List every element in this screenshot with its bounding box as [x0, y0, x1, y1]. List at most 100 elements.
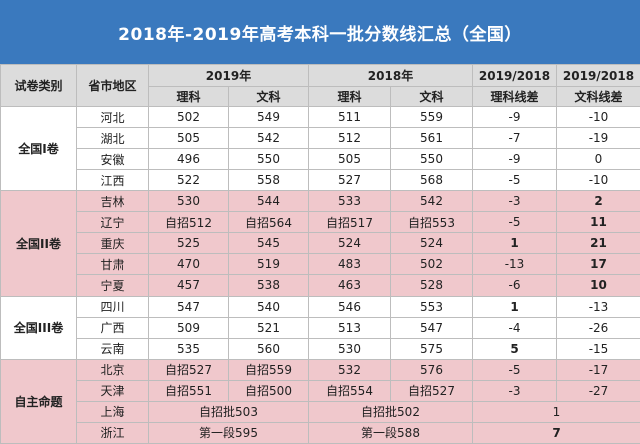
score-cell: 527	[308, 169, 391, 192]
score-cell: 自招517	[308, 211, 391, 234]
score-cell: 自招527	[148, 358, 229, 381]
table-row: 浙江 第一段595 第一段588 7	[1, 421, 640, 444]
page-title: 2018年-2019年高考本科一批分数线汇总（全国）	[0, 0, 640, 64]
group-label: 全国II卷	[0, 190, 77, 297]
score-cell: 545	[228, 232, 309, 255]
table-row: 全国II卷 吉林 530 544 533 542 -3 2	[0, 190, 640, 297]
diff-cell: 1	[472, 232, 557, 255]
score-cell: 457	[148, 274, 229, 297]
table-row: 甘肃 470 519 483 502 -13 17	[1, 253, 640, 276]
region-cell: 湖北	[76, 127, 149, 150]
score-cell: 524	[390, 232, 473, 255]
score-cell: 509	[148, 316, 229, 339]
diff-cell: -10	[556, 106, 640, 129]
diff-cell: -10	[556, 169, 640, 192]
score-cell: 547	[390, 316, 473, 339]
score-cell: 540	[228, 295, 309, 318]
table-row: 天津 自招551 自招500 自招554 自招527 -3 -27	[1, 379, 640, 402]
score-cell: 463	[308, 274, 391, 297]
diff-cell: -26	[556, 316, 640, 339]
header-2018: 2018年	[308, 63, 473, 88]
header-art-diff: 文科线差	[556, 86, 640, 108]
diff-cell: 5	[472, 337, 557, 360]
score-cell: 558	[228, 169, 309, 192]
score-cell: 512	[308, 127, 391, 150]
score-cell: 546	[308, 295, 391, 318]
diff-cell: -13	[556, 295, 640, 318]
score-cell: 496	[148, 148, 229, 171]
group-label: 全国I卷	[0, 106, 77, 192]
region-cell: 广西	[76, 316, 149, 339]
diff-cell: -3	[472, 379, 557, 402]
header-diff-art: 2019/2018	[556, 63, 640, 88]
table-row: 辽宁 自招512 自招564 自招517 自招553 -5 11	[1, 211, 640, 234]
diff-cell: 21	[556, 232, 640, 255]
diff-cell: -5	[472, 211, 557, 234]
score-table: 试卷类别 省市地区 2019年 2018年 2019/2018 2019/201…	[0, 63, 640, 444]
header-region: 省市地区	[76, 63, 149, 108]
diff-cell: -4	[472, 316, 557, 339]
score-cell: 550	[390, 148, 473, 171]
table-row: 全国III卷 四川 547 540 546 553 1 -13	[0, 295, 640, 360]
table-row: 重庆 525 545 524 524 1 21	[1, 232, 640, 255]
region-cell: 甘肃	[76, 253, 149, 276]
score-cell: 自招512	[148, 211, 229, 234]
diff-cell: -9	[472, 148, 557, 171]
score-cell: 547	[148, 295, 229, 318]
score-cell: 533	[308, 190, 391, 213]
diff-cell: -19	[556, 127, 640, 150]
score-cell: 542	[390, 190, 473, 213]
score-cell: 538	[228, 274, 309, 297]
region-cell: 浙江	[76, 421, 149, 444]
group-label: 自主命题	[0, 358, 77, 444]
region-cell: 吉林	[76, 190, 149, 213]
region-cell: 河北	[76, 106, 149, 129]
region-cell: 北京	[76, 358, 149, 381]
diff-cell-merged: 1	[472, 400, 640, 423]
score-cell: 530	[148, 190, 229, 213]
score-cell: 511	[308, 106, 391, 129]
score-cell: 505	[148, 127, 229, 150]
score-cell: 505	[308, 148, 391, 171]
score-cell: 560	[228, 337, 309, 360]
score-cell: 502	[148, 106, 229, 129]
score-cell: 自招527	[390, 379, 473, 402]
score-cell: 自招564	[228, 211, 309, 234]
score-cell: 521	[228, 316, 309, 339]
header-sci-diff: 理科线差	[472, 86, 557, 108]
header-row-1: 试卷类别 省市地区 2019年 2018年 2019/2018 2019/201…	[0, 63, 640, 108]
table-row: 江西 522 558 527 568 -5 -10	[1, 169, 640, 192]
score-cell: 525	[148, 232, 229, 255]
diff-cell-merged: 7	[472, 421, 640, 444]
diff-cell: 17	[556, 253, 640, 276]
header-2019: 2019年	[148, 63, 309, 88]
score-cell: 522	[148, 169, 229, 192]
score-cell: 559	[390, 106, 473, 129]
header-diff-sci: 2019/2018	[472, 63, 557, 88]
diff-cell: 11	[556, 211, 640, 234]
region-cell: 江西	[76, 169, 149, 192]
table-row: 云南 535 560 530 575 5 -15	[1, 337, 640, 360]
diff-cell: -3	[472, 190, 557, 213]
score-cell: 502	[390, 253, 473, 276]
score-cell: 自招559	[228, 358, 309, 381]
diff-cell: 1	[472, 295, 557, 318]
score-cell: 568	[390, 169, 473, 192]
group-label: 全国III卷	[0, 295, 77, 360]
diff-cell: -5	[472, 358, 557, 381]
score-cell: 550	[228, 148, 309, 171]
header-type: 试卷类别	[0, 63, 77, 108]
score-cell: 561	[390, 127, 473, 150]
table-row: 自主命题 北京 自招527 自招559 532 576 -5 -17	[0, 358, 640, 444]
table-row: 宁夏 457 538 463 528 -6 10	[1, 274, 640, 297]
table-row: 全国I卷 河北 502 549 511 559 -9 -10	[0, 106, 640, 192]
diff-cell: 10	[556, 274, 640, 297]
header-2018-art: 文科	[390, 86, 473, 108]
region-cell: 云南	[76, 337, 149, 360]
region-cell: 四川	[76, 295, 149, 318]
header-2018-sci: 理科	[308, 86, 391, 108]
diff-cell: -27	[556, 379, 640, 402]
diff-cell: -13	[472, 253, 557, 276]
score-cell: 513	[308, 316, 391, 339]
